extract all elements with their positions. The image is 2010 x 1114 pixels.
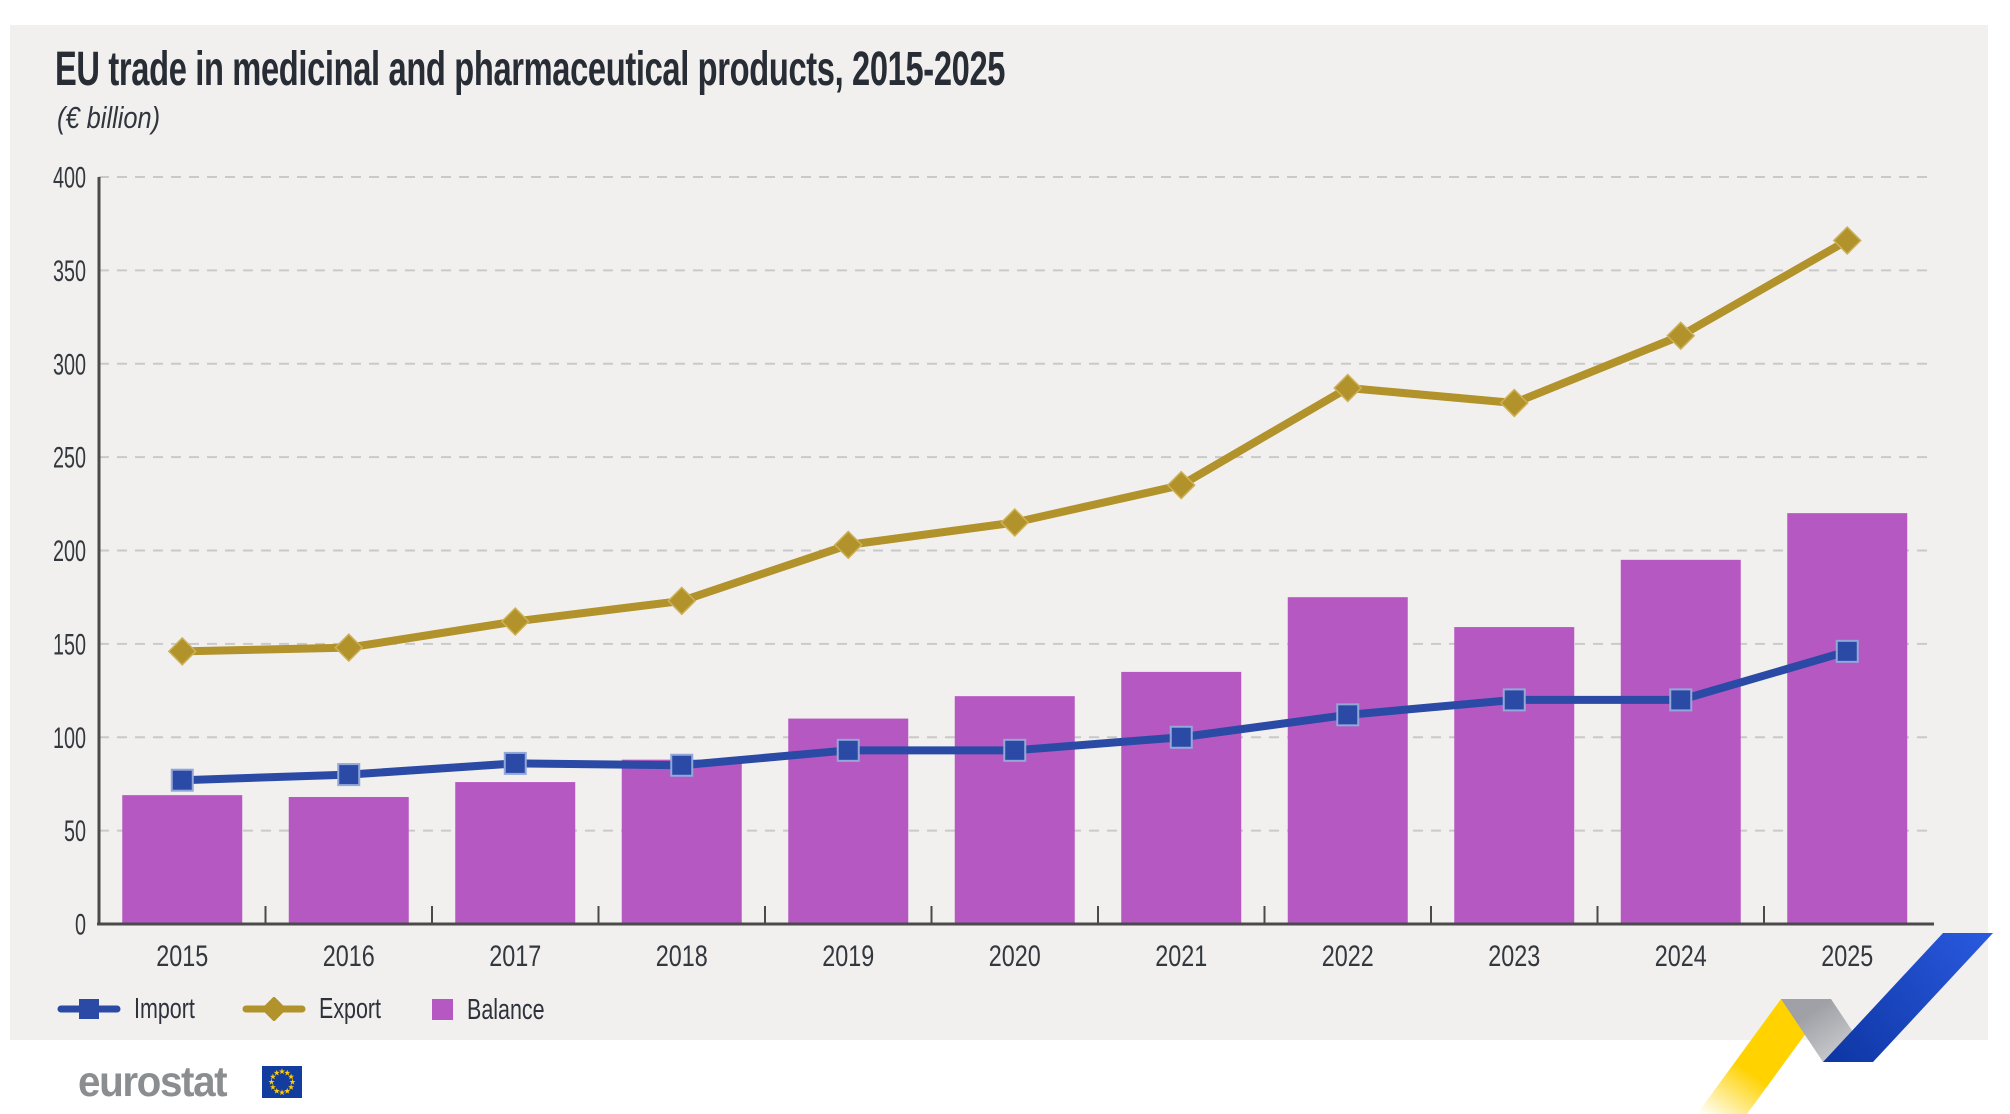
export-point-2018 <box>667 586 697 616</box>
export-point-2017 <box>500 606 530 636</box>
eu-flag-icon <box>262 1066 302 1098</box>
bar-2015 <box>122 795 243 924</box>
eurostat-logo-text: eurostat <box>78 1058 228 1106</box>
x-tick-label-2024: 2024 <box>1655 940 1707 973</box>
y-tick-label-100: 100 <box>53 722 86 755</box>
x-tick-label-2018: 2018 <box>656 940 708 973</box>
x-tick-label-2025: 2025 <box>1821 940 1873 973</box>
x-tick-label-2021: 2021 <box>1155 940 1207 973</box>
export-point-2022 <box>1333 373 1363 403</box>
x-tick-label-2017: 2017 <box>489 940 541 973</box>
import-point-2019 <box>836 738 860 762</box>
x-tick-label-2023: 2023 <box>1488 940 1540 973</box>
x-tick-label-2015: 2015 <box>156 940 208 973</box>
legend-item-balance: Balance <box>432 994 572 1026</box>
export-point-2025 <box>1832 225 1862 255</box>
x-tick-label-2016: 2016 <box>323 940 375 973</box>
import-point-2025 <box>1835 639 1859 663</box>
chart-unit-subtitle: (€ billion) <box>57 100 161 135</box>
export-line-diamond-icon <box>242 997 306 1021</box>
import-point-2015 <box>170 768 194 792</box>
export-point-2021 <box>1166 470 1196 500</box>
x-tick-label-2019: 2019 <box>822 940 874 973</box>
y-tick-label-400: 400 <box>53 162 86 195</box>
bar-2017 <box>455 782 576 924</box>
y-tick-label-200: 200 <box>53 535 86 568</box>
x-tick-label-2020: 2020 <box>989 940 1041 973</box>
import-point-2020 <box>1003 738 1027 762</box>
export-point-2020 <box>1000 507 1030 537</box>
import-point-2017 <box>503 751 527 775</box>
bar-2016 <box>288 797 409 924</box>
y-tick-label-250: 250 <box>53 442 86 475</box>
export-line <box>182 237 1850 656</box>
y-tick-label-150: 150 <box>53 628 86 661</box>
bar-2018 <box>621 759 742 924</box>
legend-item-import: Import <box>57 993 216 1025</box>
bar-2021 <box>1121 671 1242 924</box>
import-point-2023 <box>1502 688 1526 712</box>
import-line-square-icon <box>57 999 121 1019</box>
bar-2025 <box>1787 513 1908 924</box>
y-tick-label-350: 350 <box>53 255 86 288</box>
export-point-2019 <box>833 530 863 560</box>
balance-swatch-icon <box>432 999 453 1020</box>
bar-2024 <box>1620 559 1741 924</box>
x-tick-label-2022: 2022 <box>1322 940 1374 973</box>
legend-label-import: Import <box>134 993 195 1025</box>
bar-2022 <box>1287 597 1408 924</box>
export-point-2024 <box>1666 321 1696 351</box>
export-point-2016 <box>334 633 364 663</box>
import-point-2016 <box>337 763 361 787</box>
y-tick-label-0: 0 <box>75 909 86 942</box>
bar-2020 <box>954 696 1075 924</box>
y-tick-label-50: 50 <box>64 815 86 848</box>
legend-item-export: Export <box>242 993 403 1025</box>
legend-label-balance: Balance <box>467 994 545 1026</box>
import-point-2022 <box>1336 703 1360 727</box>
legend-label-export: Export <box>319 993 382 1025</box>
y-tick-label-300: 300 <box>53 348 86 381</box>
import-point-2021 <box>1169 725 1193 749</box>
export-point-2023 <box>1499 388 1529 418</box>
page-title: EU trade in medicinal and pharmaceutical… <box>55 43 1006 96</box>
import-point-2024 <box>1669 688 1693 712</box>
bar-2023 <box>1454 627 1575 924</box>
import-point-2018 <box>670 753 694 777</box>
export-point-2015 <box>167 636 197 666</box>
